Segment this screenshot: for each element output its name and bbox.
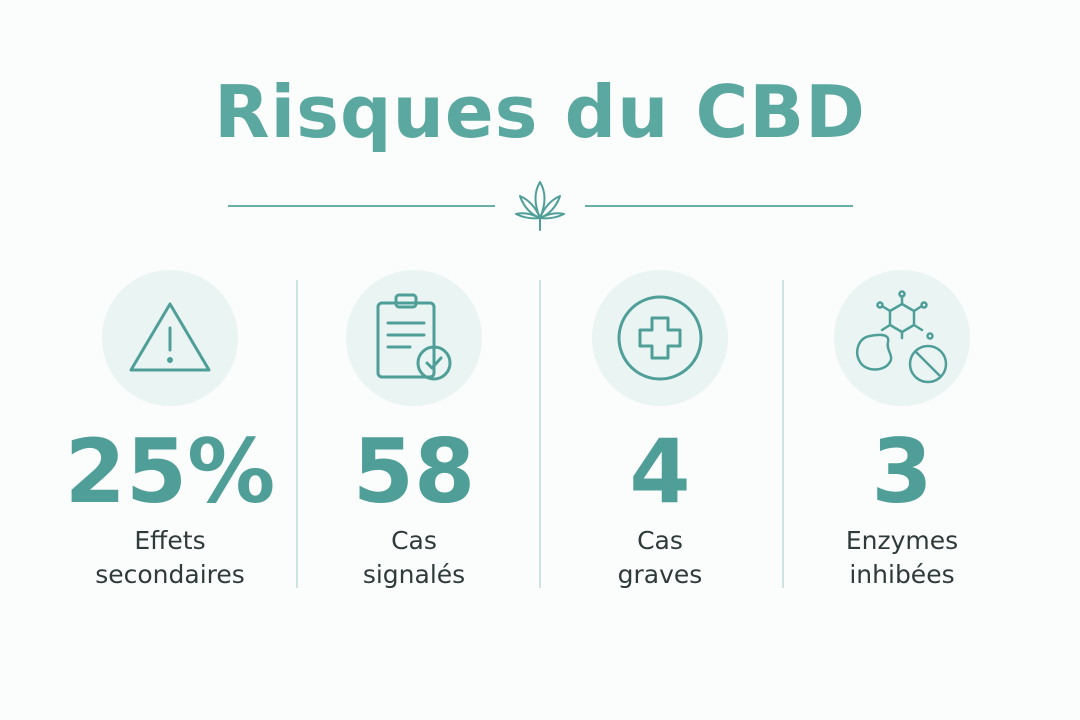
divider — [585, 205, 853, 207]
stat-label: Cas signalés — [362, 526, 466, 589]
stat-value: 58 — [352, 420, 476, 523]
stat: 3 Enzymes inhibées — [782, 270, 1022, 592]
medical-cross-icon — [617, 295, 703, 381]
column-separator — [539, 280, 541, 588]
column-separator — [296, 280, 298, 588]
column-separator — [782, 280, 784, 588]
stat-value: 25% — [64, 420, 276, 523]
leaf-icon — [515, 181, 565, 231]
icon-circle — [834, 270, 970, 406]
stat-label: Effets secondaires — [95, 526, 245, 589]
icon-circle — [102, 270, 238, 406]
title: Risques du CBD — [214, 70, 866, 154]
clipboard-icon — [376, 293, 452, 381]
icon-circle — [346, 270, 482, 406]
icon-circle — [592, 270, 728, 406]
stat-label: Cas graves — [617, 526, 703, 589]
enzyme-icon — [856, 290, 948, 384]
stat-value: 4 — [629, 420, 691, 523]
warning-icon — [129, 302, 211, 372]
stat: 58 Cas signalés — [294, 270, 534, 592]
stat-value: 3 — [871, 420, 933, 523]
stat: 4 Cas graves — [540, 270, 780, 592]
stat: 25% Effets secondaires — [50, 270, 290, 592]
divider — [228, 205, 495, 207]
stat-label: Enzymes inhibées — [845, 526, 959, 589]
